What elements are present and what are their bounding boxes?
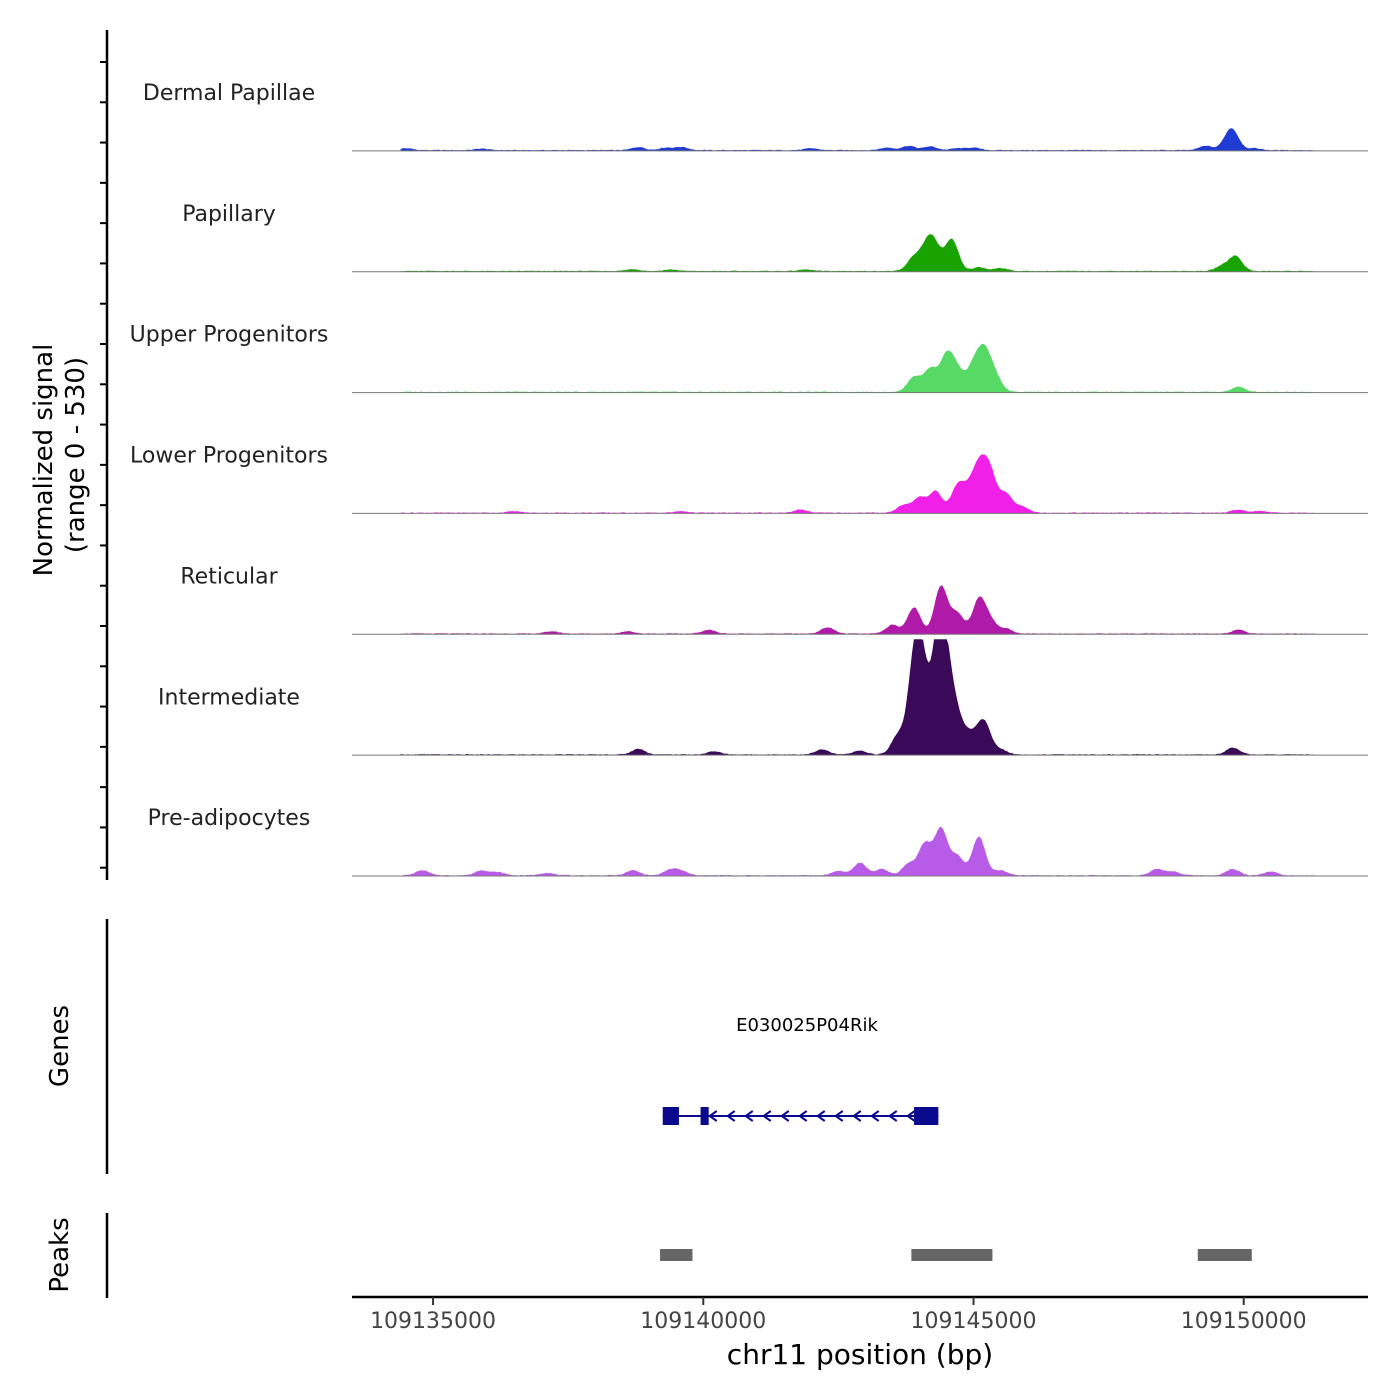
signal-y-ticks	[100, 61, 107, 869]
signal-area	[400, 639, 1315, 756]
y-axis-label-line1: Normalized signal	[29, 344, 59, 577]
track-label: Dermal Papillae	[143, 81, 315, 106]
x-tick-label: 109140000	[640, 1309, 766, 1334]
track-2: Upper Progenitors	[130, 323, 1368, 394]
y-axis-label-line2: (range 0 - 530)	[61, 357, 91, 553]
signal-area	[400, 128, 1315, 151]
gene-model	[662, 1107, 939, 1125]
track-1: Papillary	[182, 202, 1368, 273]
track-label: Pre-adipocytes	[148, 806, 311, 831]
strand-arrow	[780, 1110, 790, 1122]
track-label: Reticular	[180, 564, 278, 589]
strand-arrow	[888, 1110, 898, 1122]
strand-arrow	[852, 1110, 862, 1122]
track-label: Papillary	[182, 202, 276, 227]
track-0: Dermal Papillae	[143, 81, 1368, 152]
x-tick-label: 109135000	[370, 1309, 496, 1334]
signal-area	[400, 585, 1315, 635]
peak-region	[660, 1249, 693, 1261]
strand-arrow	[744, 1110, 754, 1122]
strand-arrow	[816, 1110, 826, 1122]
peak-region	[1197, 1249, 1252, 1261]
strand-arrow	[906, 1110, 916, 1122]
peak-region	[911, 1249, 993, 1261]
gene-exon	[914, 1107, 939, 1125]
peaks-track-label: Peaks	[45, 1217, 75, 1292]
strand-arrow	[834, 1110, 844, 1122]
x-axis-label: chr11 position (bp)	[727, 1338, 993, 1371]
x-tick-label: 109150000	[1181, 1309, 1307, 1334]
x-tick-label: 109145000	[910, 1309, 1036, 1334]
gene-exon	[700, 1107, 709, 1125]
signal-area	[400, 343, 1315, 393]
signal-area	[400, 454, 1315, 514]
track-5: Intermediate	[158, 639, 1368, 756]
signal-area	[400, 234, 1315, 272]
strand-arrow	[870, 1110, 880, 1122]
signal-tracks: Dermal Papillae Papillary Upper Progenitor…	[130, 81, 1368, 877]
strand-arrow	[798, 1110, 808, 1122]
track-label: Upper Progenitors	[130, 323, 329, 348]
track-3: Lower Progenitors	[130, 444, 1368, 514]
track-4: Reticular	[180, 564, 1368, 635]
gene-exon	[662, 1107, 679, 1125]
peak-regions	[660, 1249, 1252, 1261]
strand-arrow	[726, 1110, 736, 1122]
genes-track-label: Genes	[45, 1005, 75, 1087]
strand-arrow	[762, 1110, 772, 1122]
x-axis-ticks: 109135000 109140000 109145000 109150000	[370, 1297, 1307, 1334]
track-label: Intermediate	[158, 685, 300, 710]
signal-area	[400, 826, 1315, 876]
strand-arrow	[708, 1110, 718, 1122]
track-6: Pre-adipocytes	[148, 806, 1368, 877]
gene-name-label: E030025P04Rik	[736, 1015, 878, 1036]
track-label: Lower Progenitors	[130, 444, 328, 469]
